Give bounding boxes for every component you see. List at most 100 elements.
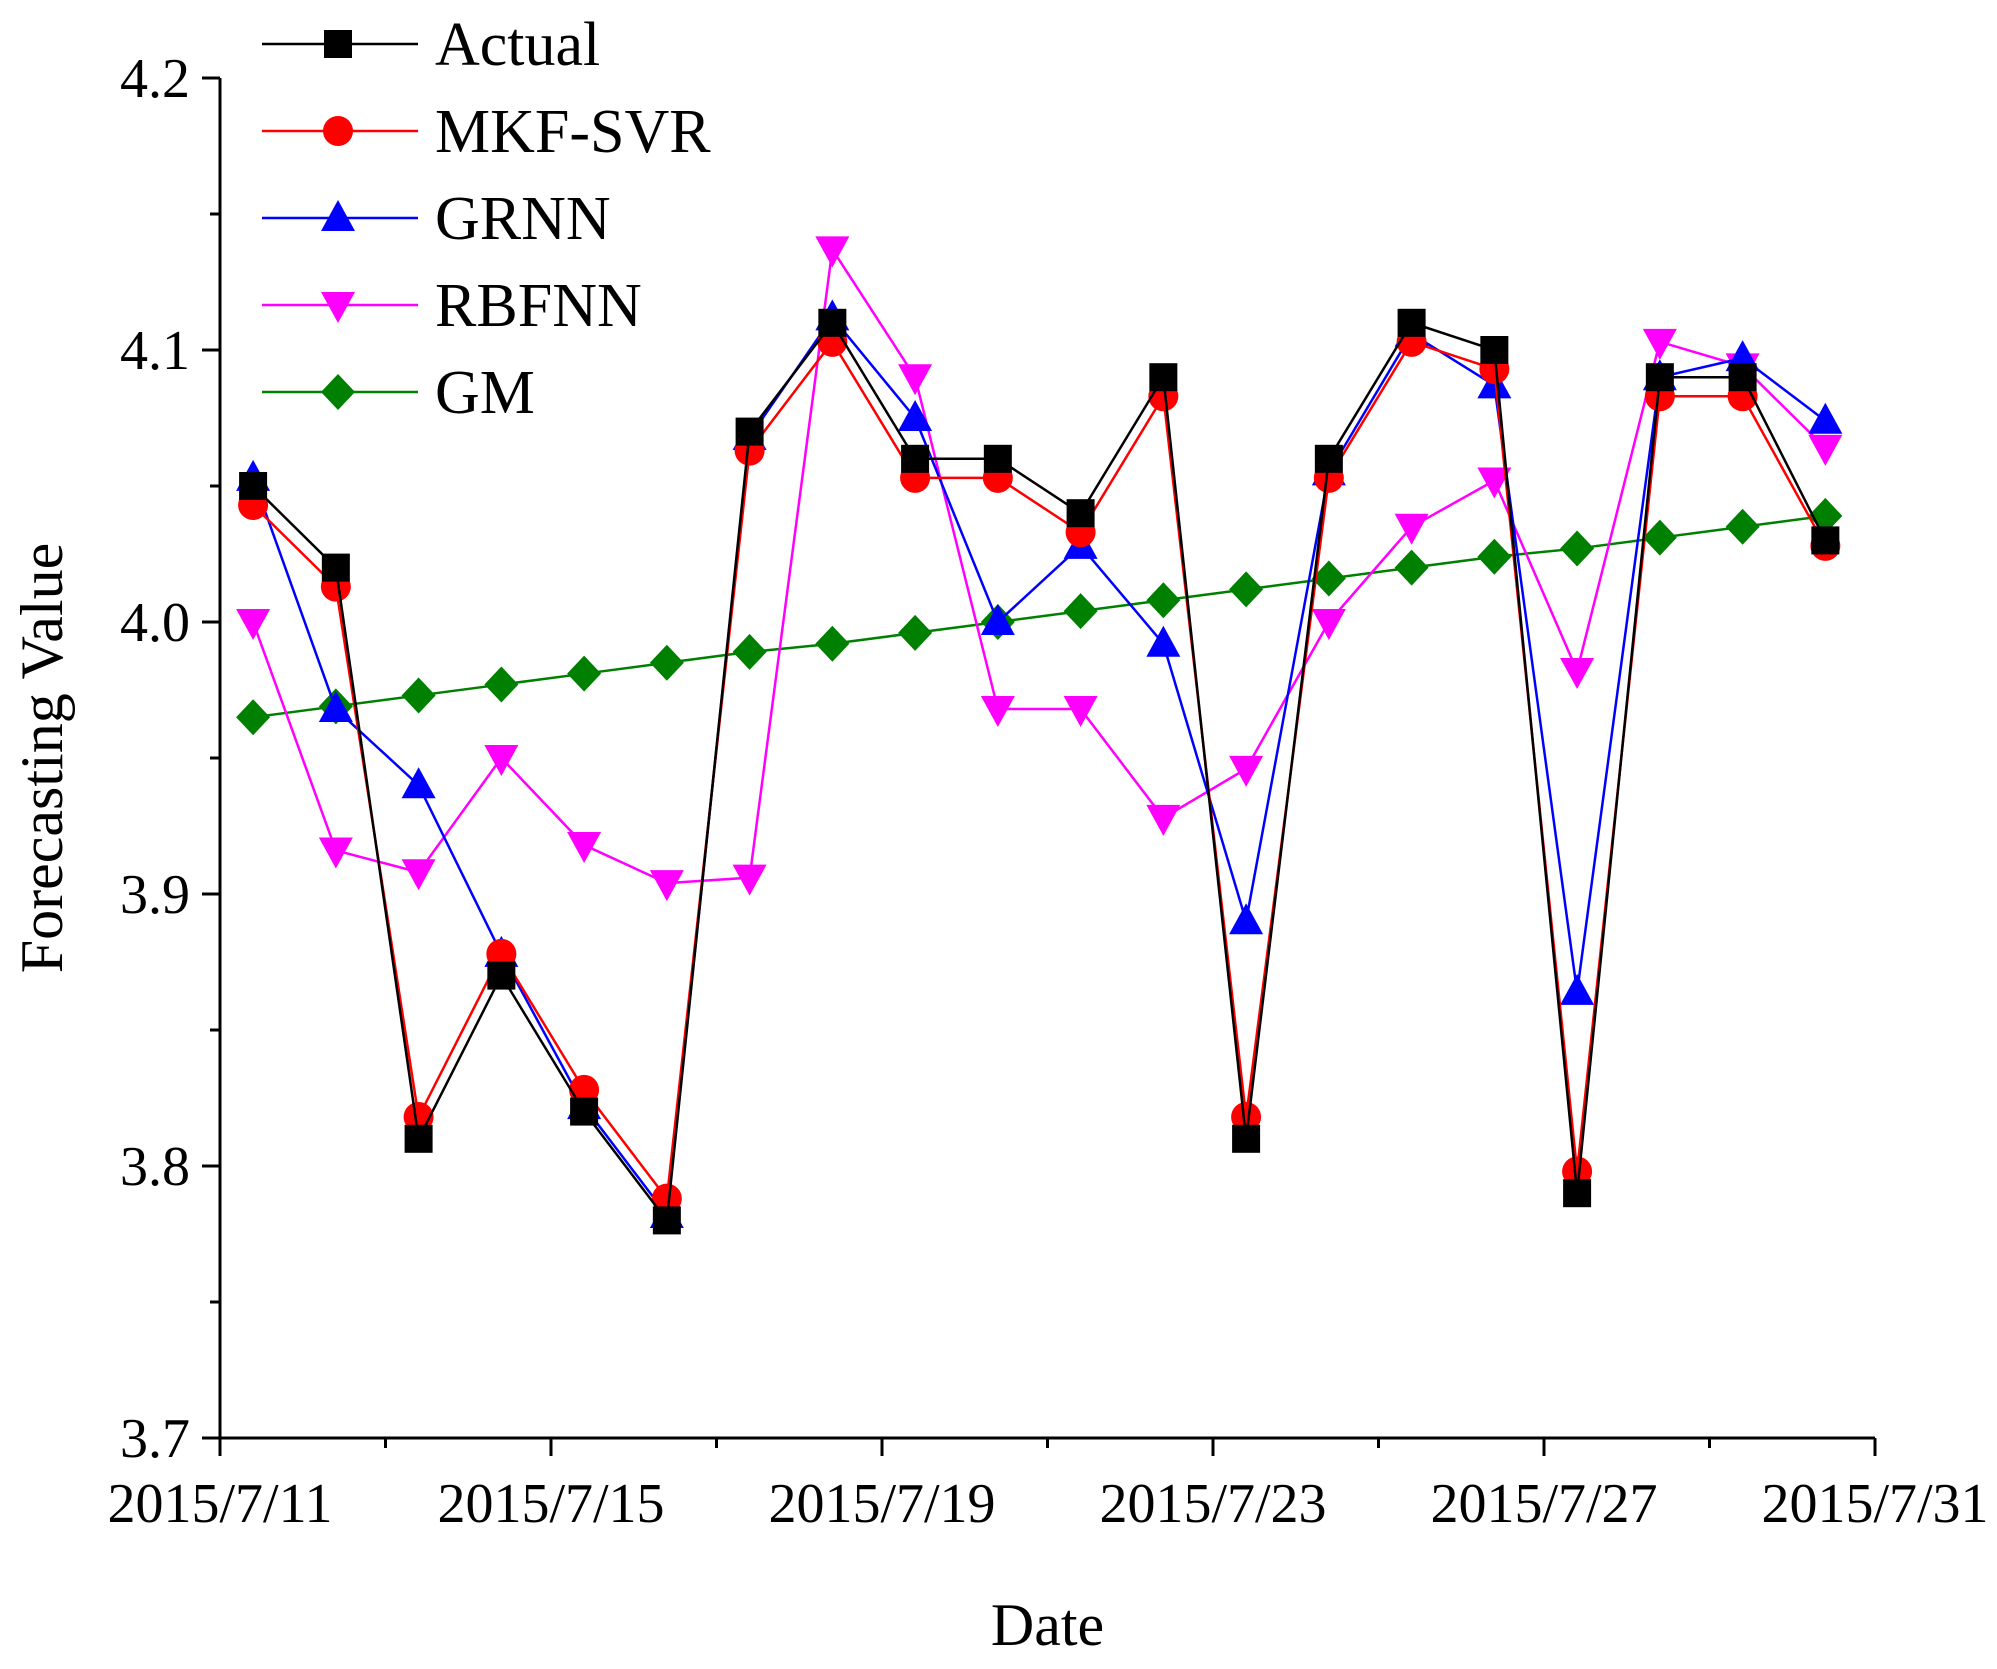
- data-point-grnn: [318, 691, 353, 723]
- y-tick-label: 3.9: [120, 864, 190, 926]
- legend-item-mkf-svr: MKF-SVR: [262, 98, 711, 166]
- data-point-rbfnn: [1063, 696, 1098, 728]
- data-point-gm: [898, 614, 933, 651]
- y-tick-label: 4.2: [120, 48, 190, 110]
- y-tick-label: 3.8: [120, 1136, 190, 1198]
- x-tick-label: 2015/7/23: [1099, 1473, 1326, 1535]
- data-point-actual: [1645, 363, 1674, 392]
- data-point-rbfnn: [401, 859, 436, 891]
- legend-item-rbfnn: RBFNN: [262, 272, 642, 340]
- series-rbfnn: [236, 236, 1843, 902]
- data-point-gm: [649, 644, 684, 681]
- data-point-gm: [1063, 593, 1098, 630]
- x-tick-label: 2015/7/27: [1430, 1473, 1657, 1535]
- data-point-grnn: [980, 604, 1015, 635]
- data-point-rbfnn: [484, 745, 519, 776]
- data-point-gm: [236, 699, 271, 736]
- data-point-actual: [570, 1097, 599, 1126]
- data-point-grnn: [1560, 973, 1595, 1005]
- data-point-grnn: [401, 767, 436, 799]
- data-point-actual: [321, 553, 350, 582]
- data-point-gm: [567, 655, 602, 692]
- data-point-mkf-svr: [1231, 1102, 1262, 1133]
- data-point-gm: [401, 677, 436, 714]
- data-point-rbfnn: [1560, 657, 1595, 689]
- legend-label-rbfnn: RBFNN: [435, 272, 642, 340]
- data-point-rbfnn: [1642, 328, 1677, 360]
- data-point-gm: [1394, 549, 1429, 586]
- data-point-actual: [901, 444, 930, 473]
- data-point-gm: [1560, 530, 1595, 567]
- legend-item-grnn: GRNN: [262, 185, 611, 253]
- data-point-actual: [487, 961, 516, 990]
- y-tick-label: 4.1: [120, 320, 190, 382]
- data-point-gm: [1229, 571, 1264, 608]
- legend-marker-grnn: [321, 200, 355, 231]
- series-gm: [236, 497, 1843, 736]
- y-tick-label: 4.0: [120, 592, 190, 654]
- legend-marker-rbfnn: [321, 292, 355, 323]
- data-point-gm: [1146, 582, 1181, 619]
- series-line-rbfnn: [251, 245, 1827, 885]
- data-point-actual: [652, 1206, 681, 1235]
- data-point-grnn: [1146, 625, 1181, 657]
- data-point-rbfnn: [1477, 467, 1512, 499]
- data-point-gm: [1311, 560, 1346, 597]
- series-mkf-svr: [238, 326, 1841, 1214]
- x-axis-title: Date: [991, 1592, 1104, 1658]
- data-point-rbfnn: [649, 870, 684, 902]
- data-point-grnn: [898, 400, 933, 431]
- data-point-gm: [1725, 508, 1760, 545]
- x-tick-label: 2015/7/15: [437, 1473, 664, 1535]
- data-point-actual: [1563, 1179, 1592, 1208]
- legend-marker-mkf-svr: [323, 116, 353, 146]
- data-point-rbfnn: [1229, 755, 1264, 787]
- data-point-actual: [1480, 336, 1509, 364]
- data-point-actual: [1728, 363, 1757, 392]
- data-point-actual: [1232, 1124, 1261, 1153]
- legend-label-mkf-svr: MKF-SVR: [435, 98, 711, 166]
- data-point-rbfnn: [815, 236, 850, 268]
- series-grnn: [236, 299, 1843, 1228]
- data-point-rbfnn: [236, 609, 271, 640]
- data-point-mkf-svr: [1562, 1156, 1593, 1187]
- data-point-rbfnn: [980, 696, 1015, 728]
- data-point-actual: [818, 308, 847, 337]
- y-tick-label: 3.7: [120, 1408, 190, 1470]
- legend-marker-gm: [321, 374, 355, 410]
- data-point-actual: [404, 1124, 433, 1153]
- data-point-rbfnn: [567, 832, 602, 864]
- data-point-rbfnn: [1808, 434, 1843, 466]
- data-point-gm: [1477, 538, 1512, 575]
- series-line-actual: [252, 320, 1827, 1224]
- data-point-rbfnn: [318, 837, 353, 869]
- data-point-actual: [735, 417, 764, 446]
- data-point-mkf-svr: [486, 938, 517, 969]
- legend: Actual MKF-SVR GRNN RBFNN GM: [262, 11, 711, 427]
- legend-item-actual: Actual: [262, 11, 600, 79]
- axes: 3.7 3.8 3.9 4.0 4.1 4.2 2015/7/11 2015/7/15 2015…: [107, 48, 1988, 1535]
- data-point-actual: [1811, 526, 1840, 555]
- x-tick-label: 2015/7/31: [1761, 1473, 1988, 1535]
- data-point-actual: [1149, 363, 1178, 392]
- y-axis-title: Forecasting Value: [9, 543, 75, 973]
- legend-label-actual: Actual: [435, 11, 600, 79]
- data-point-rbfnn: [1394, 513, 1429, 545]
- data-point-grnn: [1229, 903, 1264, 935]
- series-actual: [239, 308, 1840, 1235]
- series-group: [236, 236, 1843, 1235]
- data-point-gm: [732, 633, 767, 670]
- data-point-rbfnn: [732, 864, 767, 896]
- x-tick-label: 2015/7/19: [768, 1473, 995, 1535]
- data-point-actual: [239, 472, 268, 500]
- data-point-grnn: [1808, 402, 1843, 434]
- data-point-gm: [1642, 519, 1677, 556]
- legend-item-gm: GM: [262, 359, 535, 427]
- data-point-actual: [983, 444, 1012, 473]
- legend-label-gm: GM: [435, 359, 535, 427]
- data-point-rbfnn: [1311, 609, 1346, 640]
- legend-marker-actual: [324, 30, 352, 58]
- data-point-gm: [484, 666, 519, 703]
- data-point-actual: [1066, 499, 1095, 528]
